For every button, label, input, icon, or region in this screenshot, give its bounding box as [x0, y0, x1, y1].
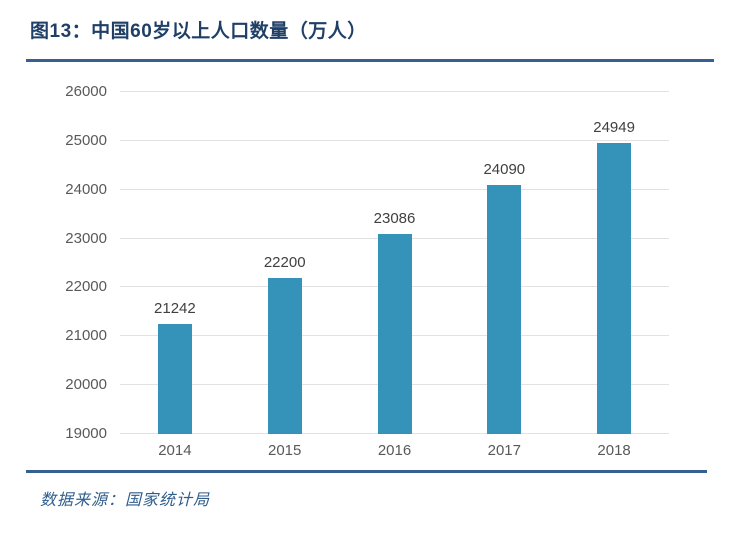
x-axis-tick-label: 2016	[377, 442, 412, 459]
bar-value-label: 23086	[373, 210, 416, 228]
bar-value-label: 21242	[154, 300, 196, 318]
x-axis-tick-label: 2014	[158, 442, 192, 459]
y-axis-tick-label: 24000	[65, 180, 107, 198]
bar-2015	[267, 277, 302, 434]
y-axis-tick-label: 25000	[65, 131, 107, 149]
y-axis-tick-label: 23000	[65, 229, 107, 247]
bar-2016	[377, 234, 412, 434]
gridline	[120, 91, 669, 92]
x-axis-tick-label: 2018	[597, 442, 631, 459]
footer-divider	[26, 470, 707, 473]
gridline	[120, 188, 669, 190]
bar-value-label: 24949	[593, 119, 635, 137]
bar-chart-plot-area: 19000 20000 21000 22000 23000 24000 25000 26000…	[65, 83, 669, 459]
x-axis-tick-label: 2015	[268, 442, 302, 459]
x-axis-tick-label: 2017	[487, 442, 521, 459]
figure-title: 图13：中国60岁以上人口数量（万人）	[30, 21, 367, 42]
bar-value-label: 24090	[483, 161, 526, 179]
y-axis-tick-label: 19000	[65, 425, 107, 442]
bar-value-label: 22200	[263, 253, 306, 271]
gridline	[120, 139, 669, 141]
y-axis-tick-label: 22000	[65, 278, 107, 296]
bar-2014	[157, 324, 192, 434]
bar-2017	[487, 185, 522, 434]
data-source-note: 数据来源：国家统计局	[40, 490, 211, 509]
bar-2018	[597, 143, 632, 434]
y-axis-tick-label: 26000	[65, 83, 107, 100]
title-divider	[26, 59, 714, 62]
y-axis-tick-label: 20000	[65, 376, 107, 394]
y-axis-tick-label: 21000	[65, 327, 107, 345]
